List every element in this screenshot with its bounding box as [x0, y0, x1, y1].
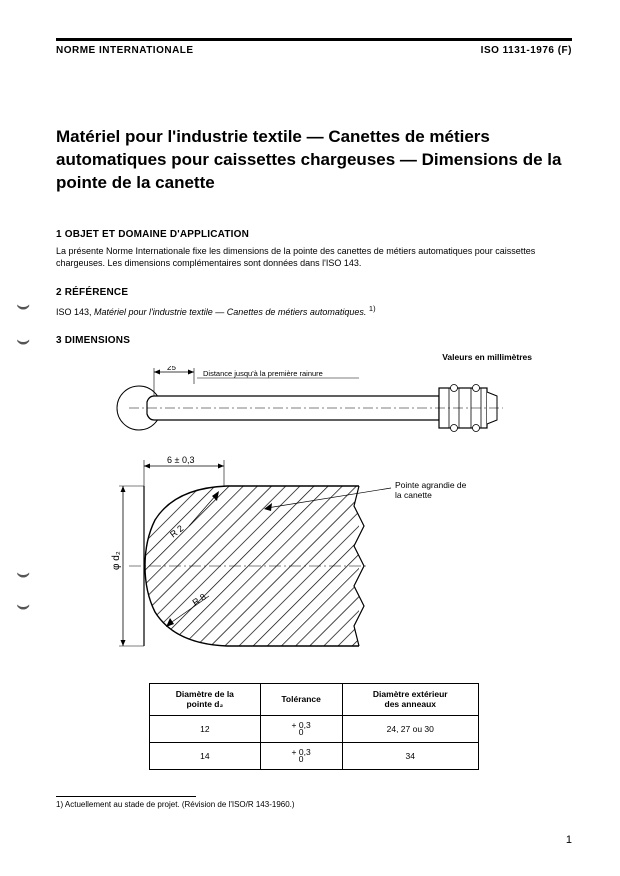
col2-header: Tolérance — [260, 684, 342, 715]
phi-d2: φ d₂ — [111, 551, 122, 570]
cell-ext: 34 — [342, 742, 478, 769]
units-label: Valeurs en millimètres — [56, 352, 532, 362]
section2-ref: ISO 143, Matériel pour l'industrie texti… — [56, 304, 572, 317]
page-number: 1 — [566, 834, 572, 846]
bobbin-detail-view: 6 ± 0,3 R 2 R 8 φ d₂ — [111, 455, 467, 646]
scan-artifact: ⌣ — [16, 288, 30, 322]
dim-6: 6 ± 0,3 — [167, 455, 194, 465]
document-title: Matériel pour l'industrie textile — Cane… — [56, 126, 572, 195]
ref-code: ISO 143, — [56, 307, 94, 317]
pointe-label-1: Pointe agrandie de — [395, 480, 467, 490]
section2-heading: 2 RÉFÉRENCE — [56, 287, 572, 298]
cell-tol: + 0,3 0 — [260, 742, 342, 769]
section3-heading: 3 DIMENSIONS — [56, 335, 572, 346]
header-left: NORME INTERNATIONALE — [56, 45, 194, 56]
cell-tol: + 0,3 0 — [260, 715, 342, 742]
distance-label: Distance jusqu'à la première rainure — [203, 369, 323, 378]
col1-header: Diamètre de lapointe d₂ — [150, 684, 261, 715]
dim-25: 25 — [167, 366, 176, 372]
ref-title: Matériel pour l'industrie textile — Cane… — [94, 307, 366, 317]
col3-header: Diamètre extérieurdes anneaux — [342, 684, 478, 715]
scan-artifact: ⌣ — [16, 588, 30, 622]
ref-sup: 1) — [369, 304, 376, 313]
technical-figure: 25 Distance jusqu'à la première rainure … — [99, 366, 529, 669]
cell-ext: 24, 27 ou 30 — [342, 715, 478, 742]
footnote-rule — [56, 796, 196, 797]
table-body: 12 + 0,3 0 24, 27 ou 30 14 + 0,3 0 34 — [150, 715, 479, 769]
top-rule — [56, 38, 572, 41]
header-row: NORME INTERNATIONALE ISO 1131-1976 (F) — [56, 45, 572, 56]
pointe-label-2: la canette — [395, 490, 432, 500]
scan-artifact: ⌣ — [16, 556, 30, 590]
bobbin-top-view: 25 Distance jusqu'à la première rainure — [117, 366, 503, 432]
section1-body: La présente Norme Internationale fixe le… — [56, 246, 572, 269]
header-right: ISO 1131-1976 (F) — [481, 45, 572, 56]
cell-d2: 14 — [150, 742, 261, 769]
section1-heading: 1 OBJET ET DOMAINE D'APPLICATION — [56, 229, 572, 240]
footnote: 1) Actuellement au stade de projet. (Rév… — [56, 800, 572, 809]
table-row: 12 + 0,3 0 24, 27 ou 30 — [150, 715, 479, 742]
cell-d2: 12 — [150, 715, 261, 742]
dimensions-table: Diamètre de lapointe d₂ Tolérance Diamèt… — [149, 683, 479, 769]
scan-artifact: ⌣ — [16, 323, 30, 357]
table-row: 14 + 0,3 0 34 — [150, 742, 479, 769]
